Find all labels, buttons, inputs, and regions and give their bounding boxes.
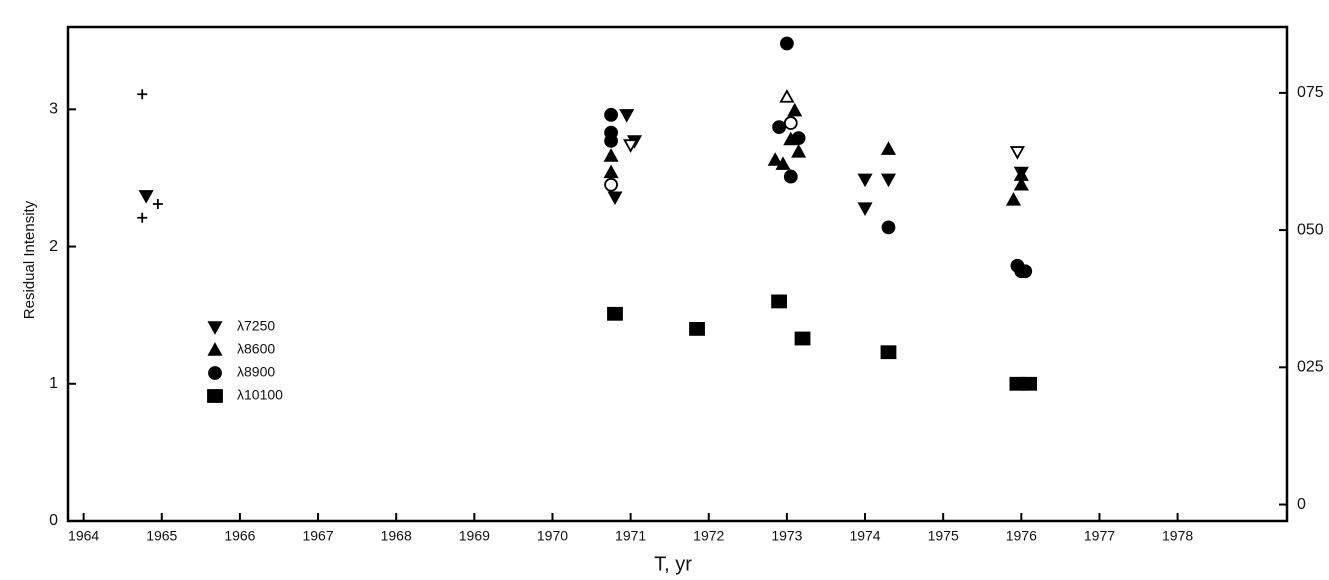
point (619, 109, 635, 123)
y-tick-label: 2 (49, 238, 58, 255)
y-tick-label: 0 (49, 512, 58, 529)
legend-label: λ8900 (237, 364, 275, 380)
y2-tick-label: 025 (1297, 359, 1324, 376)
y2-tick-label: 0 (1297, 496, 1306, 513)
x-tick-label: 1970 (537, 528, 568, 544)
y2-tick-label: 050 (1297, 221, 1324, 238)
x-tick-label: 1967 (302, 528, 333, 544)
point (783, 169, 798, 184)
point (787, 102, 803, 117)
legend-label: λ10100 (237, 387, 283, 403)
point (880, 141, 897, 155)
point (857, 173, 873, 188)
point (767, 152, 783, 166)
point (607, 191, 623, 206)
point (783, 116, 798, 130)
x-tick-label: 1972 (693, 528, 724, 544)
x-tick-label: 1976 (1006, 528, 1037, 544)
x-tick-label: 1975 (928, 528, 959, 544)
x-tick-label: 1966 (224, 528, 255, 544)
point (1018, 264, 1033, 279)
point (880, 345, 897, 360)
point (604, 133, 618, 148)
y-tick-label: 1 (49, 375, 58, 392)
point (603, 148, 619, 162)
point (791, 144, 807, 158)
point (137, 89, 148, 100)
point (775, 156, 791, 170)
point (623, 139, 639, 153)
point (137, 212, 148, 223)
point (1013, 167, 1029, 181)
point (779, 36, 794, 51)
point (207, 389, 223, 403)
point (607, 306, 623, 321)
point (207, 321, 223, 335)
x-tick-label: 1969 (459, 528, 490, 544)
point (857, 202, 873, 216)
x-tick-label: 1973 (771, 528, 802, 544)
x-tick-label: 1978 (1162, 528, 1193, 544)
point (1013, 176, 1029, 191)
point (791, 131, 806, 146)
x-tick-label: 1977 (1084, 528, 1115, 544)
point (604, 107, 618, 122)
x-tick-label: 1968 (381, 528, 412, 544)
y-tick-label: 3 (49, 101, 58, 118)
legend-label: λ7250 (237, 318, 275, 334)
point (152, 199, 163, 210)
point (771, 294, 787, 309)
point (779, 89, 795, 103)
point (1005, 192, 1022, 206)
point (1021, 376, 1038, 391)
point (207, 342, 223, 356)
y-axis-label: Residual Intensity (21, 200, 38, 319)
point (794, 331, 811, 346)
point (604, 177, 618, 192)
x-tick-label: 1974 (849, 528, 880, 544)
point (208, 366, 222, 380)
x-tick-label: 1971 (615, 528, 646, 544)
y2-tick-label: 075 (1297, 84, 1324, 101)
point (603, 164, 619, 179)
point (772, 120, 786, 135)
point (880, 173, 897, 188)
point (1009, 146, 1025, 160)
point (689, 321, 705, 336)
x-tick-label: 1965 (146, 528, 177, 544)
x-tick-label: 1964 (68, 528, 99, 544)
point (138, 190, 154, 204)
plot-frame (66, 25, 1289, 523)
legend-label: λ8600 (237, 341, 275, 357)
x-axis-label: T, yr (654, 553, 692, 575)
point (881, 220, 896, 235)
